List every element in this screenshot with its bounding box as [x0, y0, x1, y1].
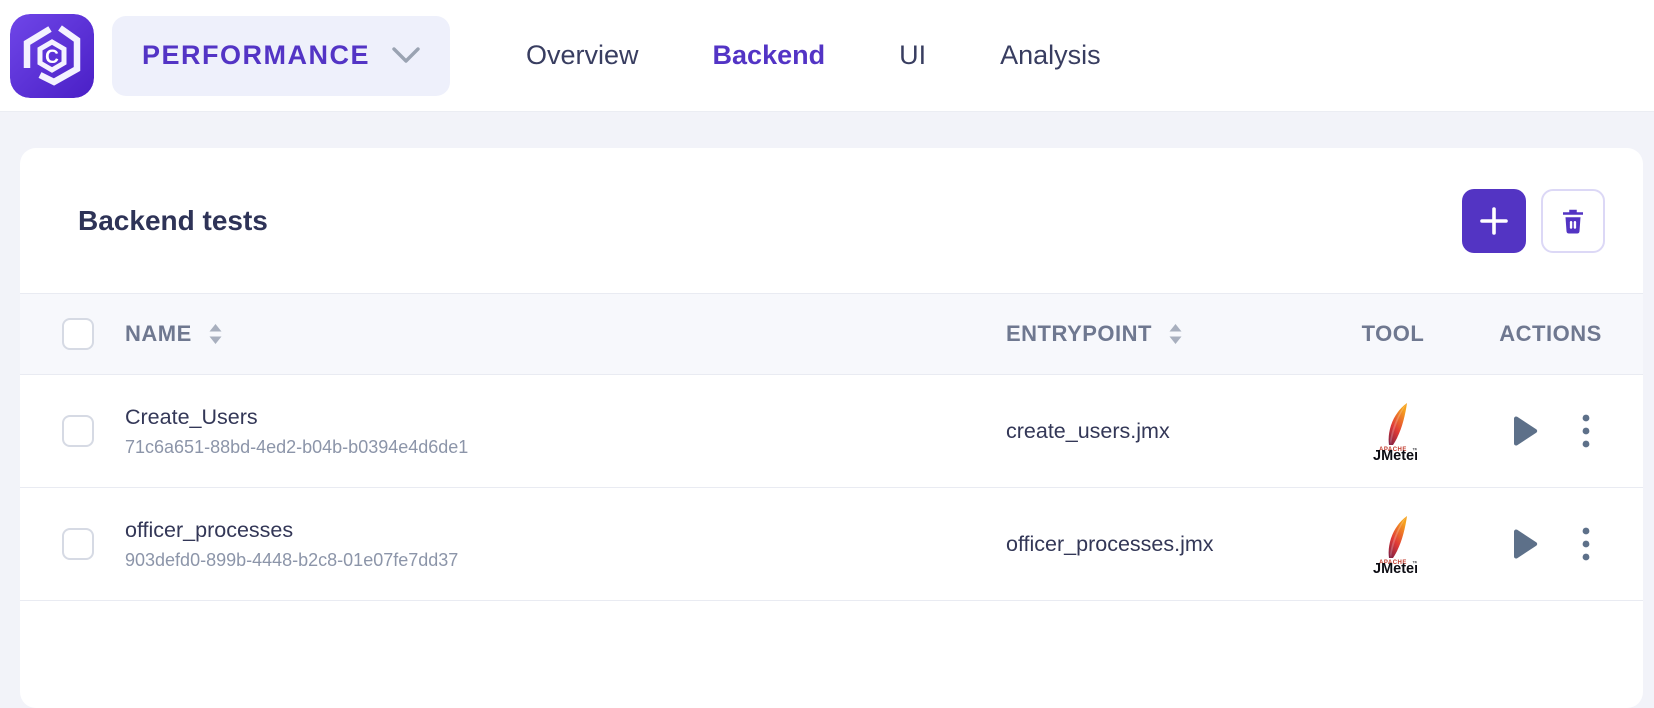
test-uuid: 903defd0-899b-4448-b2c8-01e07fe7dd37: [125, 549, 459, 570]
column-header-actions: ACTIONS: [1499, 321, 1602, 346]
test-entrypoint: officer_processes.jmx: [1006, 531, 1214, 556]
add-test-button[interactable]: [1462, 188, 1526, 253]
brand-logo-icon: C: [10, 13, 94, 98]
column-header-tool: TOOL: [1361, 321, 1425, 346]
row-menu-button[interactable]: [1578, 410, 1594, 452]
table-header-row: NAME ENTRYPOINT TOOL ACTIONS: [20, 293, 1643, 375]
row-checkbox[interactable]: [62, 415, 94, 447]
svg-text:APACHE: APACHE: [1379, 560, 1407, 566]
panel-actions: [1462, 188, 1605, 253]
svg-text:™: ™: [1412, 560, 1417, 567]
kebab-menu-icon: [1582, 414, 1589, 448]
plus-icon: [1480, 206, 1508, 235]
main-nav: Overview Backend UI Analysis: [526, 40, 1101, 71]
sort-icon: [209, 324, 222, 344]
chevron-down-icon: [392, 47, 420, 63]
column-header-entrypoint[interactable]: ENTRYPOINT: [968, 321, 1328, 347]
select-all-checkbox[interactable]: [62, 318, 94, 350]
workspace-label: PERFORMANCE: [142, 40, 371, 70]
run-test-button[interactable]: [1508, 525, 1542, 563]
svg-text:JMeter: JMeter: [1373, 561, 1417, 574]
play-icon: [1513, 416, 1537, 446]
svg-text:JMeter: JMeter: [1373, 448, 1417, 461]
sort-icon: [1169, 324, 1182, 344]
test-entrypoint: create_users.jmx: [1006, 418, 1170, 443]
jmeter-logo-icon: APACHE JMeter ™: [1373, 403, 1417, 461]
table-row: officer_processes 903defd0-899b-4448-b2c…: [20, 488, 1643, 601]
panel-header: Backend tests: [20, 148, 1643, 293]
test-uuid: 71c6a651-88bd-4ed2-b04b-b0394e4d6de1: [125, 436, 469, 457]
svg-text:APACHE: APACHE: [1379, 447, 1407, 453]
trash-icon: [1563, 209, 1583, 234]
tab-analysis[interactable]: Analysis: [1000, 40, 1101, 70]
panel-title: Backend tests: [78, 204, 268, 236]
row-checkbox[interactable]: [62, 528, 94, 560]
test-name: Create_Users: [125, 404, 258, 429]
column-header-name[interactable]: NAME: [120, 321, 968, 347]
table-row: Create_Users 71c6a651-88bd-4ed2-b04b-b03…: [20, 375, 1643, 488]
tab-overview[interactable]: Overview: [526, 40, 639, 70]
run-test-button[interactable]: [1508, 412, 1542, 450]
svg-text:™: ™: [1412, 447, 1417, 454]
play-icon: [1513, 529, 1537, 559]
tab-backend[interactable]: Backend: [712, 40, 826, 70]
workspace-selector[interactable]: PERFORMANCE: [112, 15, 451, 96]
top-bar: C PERFORMANCE Overview Backend UI Analys…: [0, 0, 1654, 112]
backend-tests-panel: Backend tests NAME: [20, 148, 1643, 708]
row-menu-button[interactable]: [1578, 523, 1594, 565]
jmeter-logo-icon: APACHE JMeter ™: [1373, 516, 1417, 574]
delete-tests-button[interactable]: [1541, 188, 1605, 253]
tab-ui[interactable]: UI: [899, 40, 927, 70]
test-name: officer_processes: [125, 517, 294, 542]
svg-text:C: C: [45, 47, 59, 68]
kebab-menu-icon: [1582, 527, 1589, 561]
